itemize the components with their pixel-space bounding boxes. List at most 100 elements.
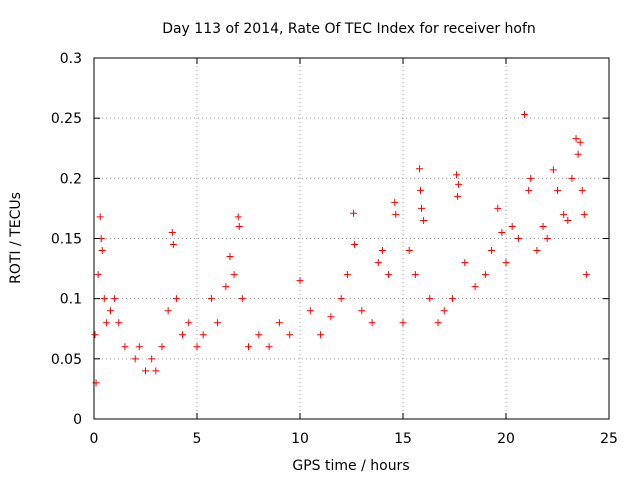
- data-point: [131, 355, 139, 363]
- x-tick-label: 5: [193, 431, 202, 447]
- data-point: [405, 247, 413, 255]
- data-point: [214, 319, 222, 327]
- data-point: [420, 216, 428, 224]
- data-point: [222, 283, 230, 291]
- x-tick-label: 0: [90, 431, 99, 447]
- data-point: [539, 222, 547, 230]
- data-point: [415, 165, 423, 173]
- data-point: [255, 331, 263, 339]
- data-point: [560, 210, 568, 218]
- data-point: [158, 343, 166, 351]
- y-tick-label: 0.3: [60, 51, 82, 67]
- data-point: [488, 247, 496, 255]
- y-tick-label: 0.25: [51, 111, 82, 127]
- data-points: [91, 111, 590, 387]
- data-point: [527, 174, 535, 182]
- data-point: [94, 271, 102, 279]
- y-axis-label: ROTI / TECUs: [8, 192, 24, 284]
- data-point: [235, 222, 243, 230]
- data-point: [327, 313, 335, 321]
- data-point: [106, 307, 114, 315]
- x-tick-labels: 0 5 10 15 20 25: [90, 431, 618, 447]
- data-point: [448, 295, 456, 303]
- data-point: [199, 331, 207, 339]
- grid: [94, 58, 609, 419]
- data-point: [580, 210, 588, 218]
- data-point: [549, 166, 557, 174]
- data-point: [543, 235, 551, 242]
- data-point: [350, 209, 358, 217]
- data-point: [471, 283, 479, 291]
- data-point: [238, 295, 246, 303]
- data-point: [142, 367, 149, 375]
- data-point: [582, 271, 590, 279]
- data-point: [434, 319, 442, 327]
- data-point: [296, 277, 304, 285]
- data-point: [337, 295, 345, 303]
- x-tick-label: 25: [600, 431, 618, 447]
- data-point: [481, 271, 489, 279]
- data-point: [168, 228, 176, 236]
- data-point: [91, 331, 99, 339]
- data-point: [498, 228, 506, 236]
- data-point: [193, 343, 201, 351]
- chart-title: Day 113 of 2014, Rate Of TEC Index for r…: [162, 21, 536, 37]
- data-point: [554, 186, 561, 194]
- data-point: [343, 271, 351, 279]
- plot-frame: [93, 57, 610, 420]
- data-point: [576, 138, 584, 146]
- data-point: [351, 241, 359, 249]
- data-point: [234, 213, 242, 221]
- data-point: [100, 295, 108, 303]
- data-point: [411, 271, 419, 279]
- data-point: [440, 307, 448, 315]
- data-point: [508, 222, 516, 230]
- x-tick-label: 10: [291, 431, 309, 447]
- data-point: [102, 319, 110, 327]
- data-point: [317, 331, 325, 339]
- x-tick-label: 20: [497, 431, 515, 447]
- y-tick-label: 0.15: [51, 232, 82, 248]
- axis-ticks: [93, 57, 610, 420]
- data-point: [207, 295, 215, 303]
- data-point: [426, 295, 434, 303]
- data-point: [391, 198, 399, 206]
- y-tick-label: 0.2: [60, 171, 82, 187]
- data-point: [275, 319, 283, 327]
- data-point: [358, 307, 366, 315]
- y-tick-labels: 0 0.05 0.1 0.15 0.2 0.25 0.3: [51, 51, 82, 428]
- data-point: [169, 241, 177, 249]
- data-point: [115, 319, 123, 327]
- data-point: [454, 192, 462, 200]
- data-point: [564, 216, 572, 224]
- data-point: [455, 180, 463, 188]
- data-point: [572, 135, 580, 143]
- data-point: [453, 171, 461, 179]
- data-point: [96, 213, 104, 221]
- data-point: [378, 247, 386, 255]
- data-point: [306, 307, 314, 315]
- data-point: [392, 210, 400, 218]
- data-point: [399, 319, 407, 327]
- data-point: [245, 343, 252, 351]
- data-point: [494, 204, 502, 212]
- data-point: [574, 150, 582, 158]
- data-point: [121, 343, 129, 351]
- data-point: [164, 307, 172, 315]
- data-point: [226, 253, 234, 261]
- data-point: [525, 186, 533, 194]
- data-point: [502, 259, 510, 267]
- y-tick-label: 0.05: [51, 352, 82, 368]
- data-point: [172, 295, 180, 303]
- data-point: [135, 343, 143, 351]
- data-point: [461, 259, 469, 267]
- data-point: [111, 295, 119, 303]
- data-point: [368, 319, 376, 327]
- data-point: [265, 343, 273, 351]
- data-point: [179, 331, 187, 339]
- data-point: [568, 174, 576, 182]
- data-point: [514, 235, 522, 242]
- data-point: [185, 319, 193, 327]
